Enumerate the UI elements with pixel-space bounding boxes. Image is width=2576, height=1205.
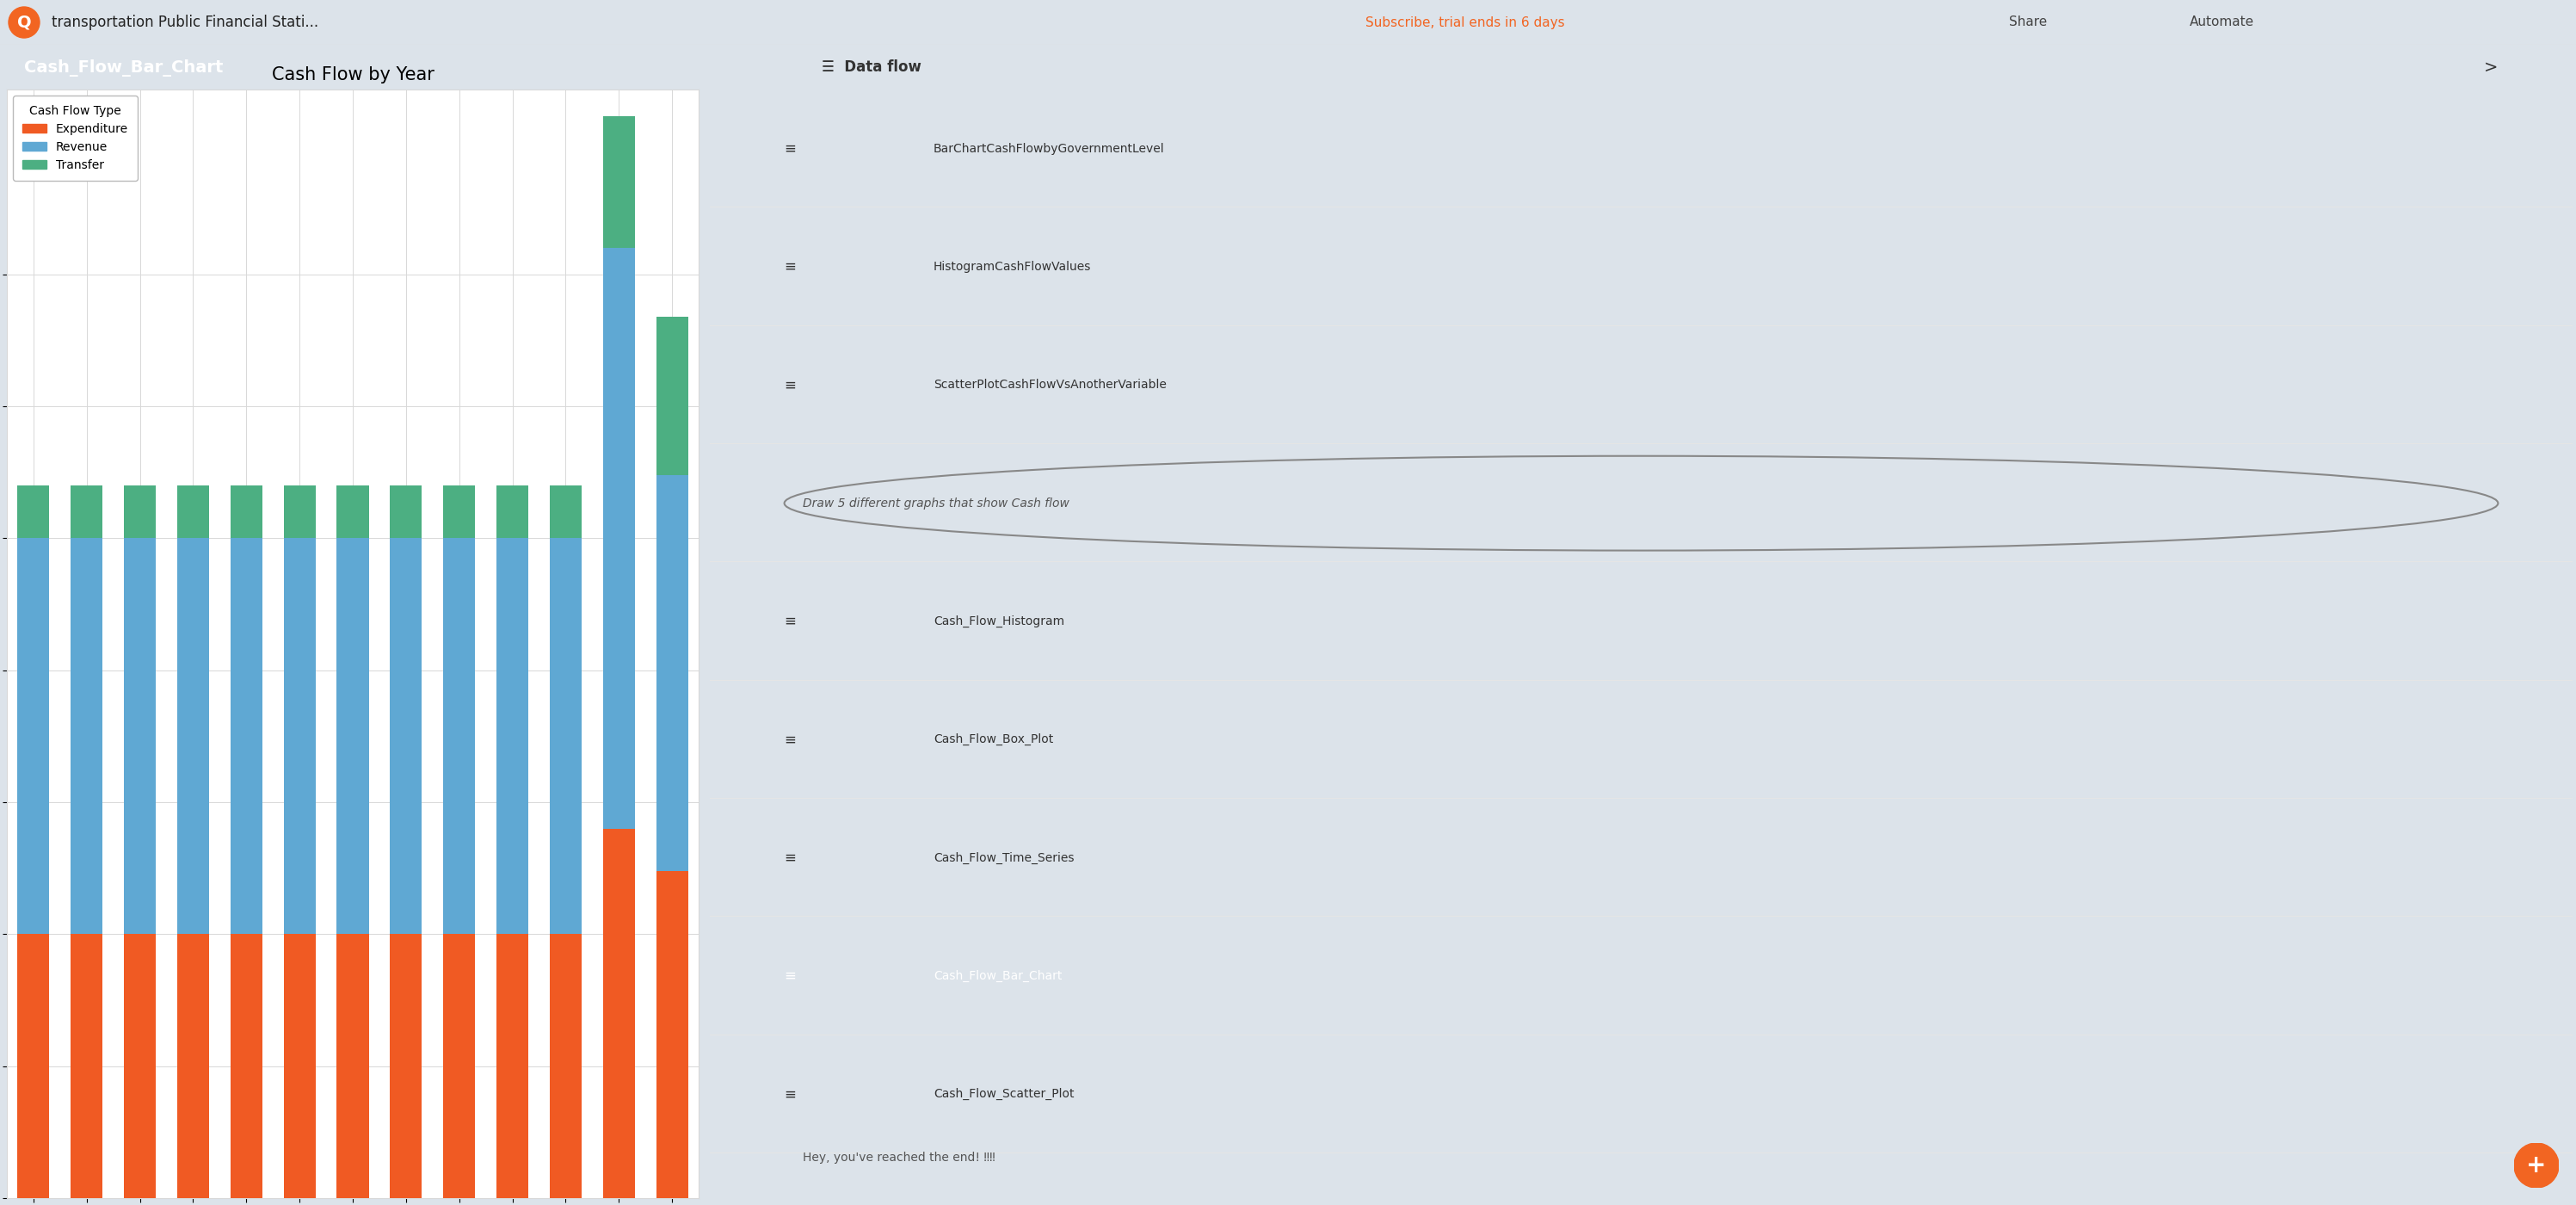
Bar (657, 871, 688, 1198)
Text: Share: Share (2009, 16, 2048, 29)
Bar (549, 934, 582, 1198)
Text: HistogramCashFlowValues: HistogramCashFlowValues (933, 260, 1092, 272)
Text: Cash_Flow_Scatter_Plot: Cash_Flow_Scatter_Plot (933, 1088, 1074, 1100)
Bar (657, 475, 688, 871)
Bar (389, 539, 422, 934)
Text: ≡: ≡ (783, 731, 796, 747)
Bar (124, 934, 157, 1198)
Text: Subscribe, trial ends in 6 days: Subscribe, trial ends in 6 days (1365, 16, 1564, 29)
Text: ≡: ≡ (783, 850, 796, 865)
Text: ≡: ≡ (783, 259, 796, 275)
Text: Hey, you've reached the end! ‼‼: Hey, you've reached the end! ‼‼ (804, 1151, 994, 1163)
Text: Q: Q (18, 14, 31, 30)
Title: Cash Flow by Year: Cash Flow by Year (270, 66, 433, 83)
Bar (549, 486, 582, 539)
Bar (124, 486, 157, 539)
Text: Cash_Flow_Histogram: Cash_Flow_Histogram (933, 616, 1064, 628)
Bar (603, 248, 634, 829)
Bar (603, 829, 634, 1198)
Bar (70, 539, 103, 934)
Bar (497, 539, 528, 934)
Bar (389, 486, 422, 539)
Circle shape (8, 7, 39, 37)
Bar (178, 934, 209, 1198)
Text: ≡: ≡ (783, 969, 796, 983)
Bar (229, 539, 263, 934)
Bar (337, 539, 368, 934)
Bar (178, 539, 209, 934)
Bar (337, 934, 368, 1198)
Text: ☰  Data flow: ☰ Data flow (822, 59, 922, 75)
Bar (497, 934, 528, 1198)
Text: Cash_Flow_Box_Plot: Cash_Flow_Box_Plot (933, 734, 1054, 746)
Text: ≡: ≡ (783, 141, 796, 157)
Bar (389, 934, 422, 1198)
Text: ScatterPlotCashFlowVsAnotherVariable: ScatterPlotCashFlowVsAnotherVariable (933, 380, 1167, 392)
Text: ≡: ≡ (783, 1087, 796, 1103)
Text: Cash_Flow_Time_Series: Cash_Flow_Time_Series (933, 852, 1074, 864)
Bar (178, 486, 209, 539)
Bar (443, 486, 474, 539)
Bar (124, 539, 157, 934)
Bar (229, 486, 263, 539)
Bar (443, 539, 474, 934)
Bar (70, 934, 103, 1198)
Circle shape (2514, 1144, 2558, 1188)
Bar (229, 934, 263, 1198)
Text: >: > (2483, 59, 2499, 75)
Bar (283, 486, 314, 539)
Text: BarChartCashFlowbyGovernmentLevel: BarChartCashFlowbyGovernmentLevel (933, 142, 1164, 154)
Bar (18, 486, 49, 539)
Bar (337, 486, 368, 539)
Bar (283, 539, 314, 934)
Bar (549, 539, 582, 934)
Text: Draw 5 different graphs that show Cash flow: Draw 5 different graphs that show Cash f… (804, 498, 1069, 510)
Bar (283, 934, 314, 1198)
Legend: Expenditure, Revenue, Transfer: Expenditure, Revenue, Transfer (13, 95, 139, 181)
Text: +: + (2527, 1153, 2548, 1177)
Bar (603, 116, 634, 248)
Text: ≡: ≡ (783, 613, 796, 629)
Bar (657, 317, 688, 475)
Bar (497, 486, 528, 539)
Text: Automate: Automate (2190, 16, 2254, 29)
Bar (70, 486, 103, 539)
Bar (443, 934, 474, 1198)
Text: ≡: ≡ (783, 377, 796, 393)
Bar (18, 934, 49, 1198)
Text: transportation Public Financial Stati...: transportation Public Financial Stati... (52, 14, 319, 30)
Text: Cash_Flow_Bar_Chart: Cash_Flow_Bar_Chart (23, 59, 224, 77)
Text: Cash_Flow_Bar_Chart: Cash_Flow_Bar_Chart (933, 970, 1061, 982)
Bar (18, 539, 49, 934)
